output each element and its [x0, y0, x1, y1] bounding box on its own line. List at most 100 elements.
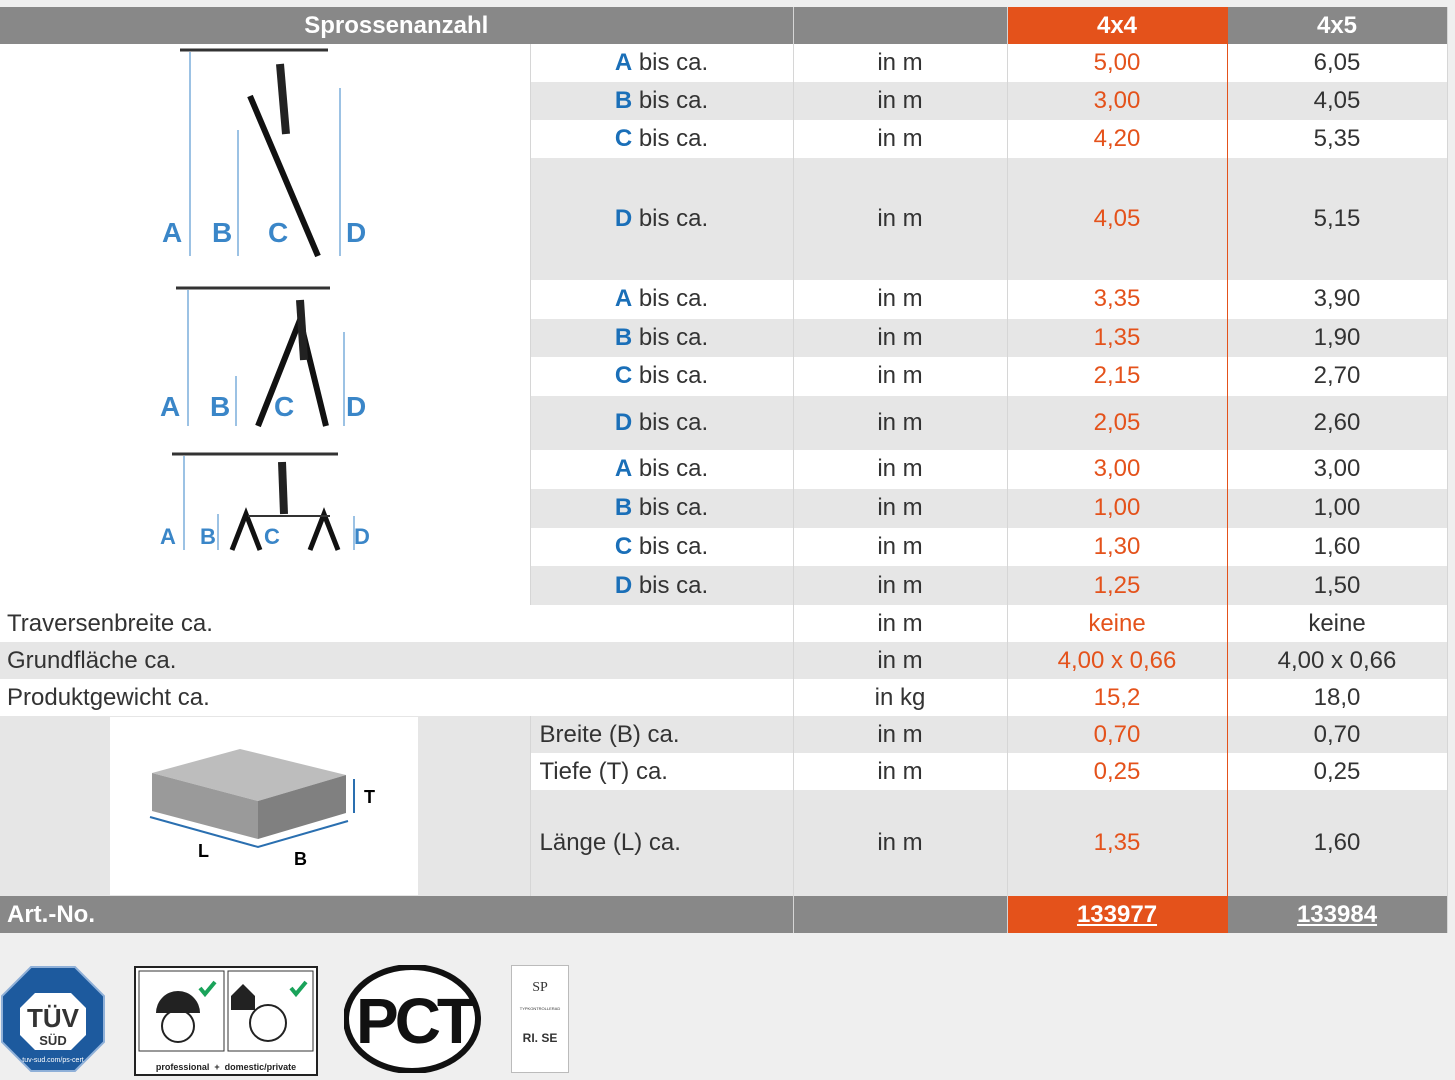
unit: in m: [793, 790, 1008, 896]
svg-text:SÜD: SÜD: [39, 1033, 66, 1048]
property-label: Produktgewicht ca.: [0, 679, 794, 716]
table-row: C bis ca. in m 2,15 2,70: [0, 357, 1448, 396]
header-row: Sprossenanzahl 4x4 4x5: [0, 7, 1448, 44]
certifications: TÜV SÜD tuv-sud.com/ps-cert professional…: [0, 963, 600, 1076]
sp-text: TYPKONTROLLERAD: [519, 1006, 561, 1011]
unit: in m: [793, 82, 1008, 121]
svg-text:C: C: [274, 391, 294, 422]
value-4x5: keine: [1227, 605, 1448, 642]
value-4x5: 4,00 x 0,66: [1227, 642, 1448, 679]
table-row: B bis ca. in m 1,00 1,00: [0, 488, 1448, 528]
unit: in m: [793, 642, 1008, 679]
value-4x4: 1,35: [1006, 318, 1228, 358]
property-label: Traversenbreite ca.: [0, 605, 794, 642]
dimension-key: D: [614, 571, 633, 599]
dimension-label: A bis ca.: [530, 450, 794, 489]
dimension-text: bis ca.: [632, 125, 709, 153]
article-label: Art.-No.: [0, 896, 794, 933]
svg-text:D: D: [354, 524, 370, 549]
dimension-label: D bis ca.: [530, 566, 794, 605]
dimension-key: C: [614, 362, 633, 390]
svg-text:TÜV: TÜV: [27, 1003, 80, 1033]
value-4x4: 2,15: [1006, 357, 1228, 396]
package-label: Breite (B) ca.: [530, 716, 794, 753]
dimension-label: B bis ca.: [530, 488, 794, 528]
value-4x4: 4,05: [1006, 158, 1228, 280]
dimension-key: B: [614, 494, 633, 522]
dimension-key: D: [614, 408, 633, 436]
article-link-4x5[interactable]: 133984: [1296, 900, 1378, 928]
usage-logo: professional + domestic/private: [134, 966, 318, 1076]
dimension-text: bis ca.: [632, 49, 709, 77]
dimension-text: bis ca.: [632, 494, 709, 522]
dimension-label: B bis ca.: [530, 82, 794, 121]
svg-text:T: T: [364, 787, 375, 807]
table-row: C bis ca. in m 4,20 5,35: [0, 120, 1448, 159]
property-label: Grundfläche ca.: [0, 642, 794, 679]
svg-text:D: D: [346, 217, 366, 248]
svg-text:A: A: [162, 217, 182, 248]
gost-text: PCT: [356, 985, 476, 1057]
table-row: B bis ca. in m 1,35 1,90: [0, 318, 1448, 358]
value-4x4: 3,00: [1006, 82, 1228, 121]
value-4x5: 4,05: [1227, 82, 1448, 121]
value-4x4: 3,00: [1006, 450, 1228, 489]
sp-label: SP: [532, 980, 548, 995]
unit: in m: [793, 318, 1008, 358]
dimension-label: C bis ca.: [530, 357, 794, 396]
dimension-label: D bis ca.: [530, 395, 794, 450]
dimension-key: C: [614, 125, 633, 153]
unit: in m: [793, 357, 1008, 396]
value-4x5: 1,00: [1227, 488, 1448, 528]
unit: in m: [793, 450, 1008, 489]
unit: in m: [793, 716, 1008, 753]
value-4x5: 1,60: [1227, 790, 1448, 896]
value-4x5: 2,60: [1227, 395, 1448, 450]
svg-text:A: A: [160, 524, 176, 549]
dimension-label: A bis ca.: [530, 280, 794, 319]
value-4x5: 5,35: [1227, 120, 1448, 159]
dimension-key: C: [614, 532, 633, 560]
table-row: Länge (L) ca. in m 1,35 1,60: [0, 790, 1448, 896]
value-4x5: 2,70: [1227, 357, 1448, 396]
sp-rise-logo: SP TYPKONTROLLERAD RI. SE: [511, 965, 569, 1073]
table-row: Produktgewicht ca. in kg 15,2 18,0: [0, 679, 1448, 716]
dimension-text: bis ca.: [632, 323, 709, 351]
dimension-text: bis ca.: [632, 362, 709, 390]
dimension-label: C bis ca.: [530, 120, 794, 159]
unit: in m: [793, 605, 1008, 642]
table-row: C bis ca. in m 1,30 1,60: [0, 527, 1448, 567]
svg-text:B: B: [210, 391, 230, 422]
gost-logo: PCT: [344, 965, 481, 1073]
header-4x5: 4x5: [1227, 7, 1448, 44]
unit: in m: [793, 488, 1008, 528]
domestic-label: domestic/private: [224, 1062, 297, 1072]
svg-text:A: A: [160, 391, 180, 422]
dimension-text: bis ca.: [632, 571, 709, 599]
dimension-label: A bis ca.: [530, 44, 794, 83]
plus-label: +: [214, 1062, 220, 1072]
article-link-4x4[interactable]: 133977: [1076, 900, 1158, 928]
svg-text:C: C: [268, 217, 288, 248]
table-row: D bis ca. in m 2,05 2,60: [0, 395, 1448, 450]
dimension-key: A: [614, 455, 633, 483]
svg-text:B: B: [212, 217, 232, 248]
dimension-key: B: [614, 87, 633, 115]
unit: in m: [793, 280, 1008, 319]
value-4x4: keine: [1006, 605, 1228, 642]
value-4x5: 0,70: [1227, 716, 1448, 753]
package-diagram: L B T: [149, 749, 375, 869]
value-4x4: 1,30: [1006, 527, 1228, 567]
dimension-key: B: [614, 323, 633, 351]
value-4x4: 15,2: [1006, 679, 1228, 716]
dimension-label: D bis ca.: [530, 158, 794, 280]
